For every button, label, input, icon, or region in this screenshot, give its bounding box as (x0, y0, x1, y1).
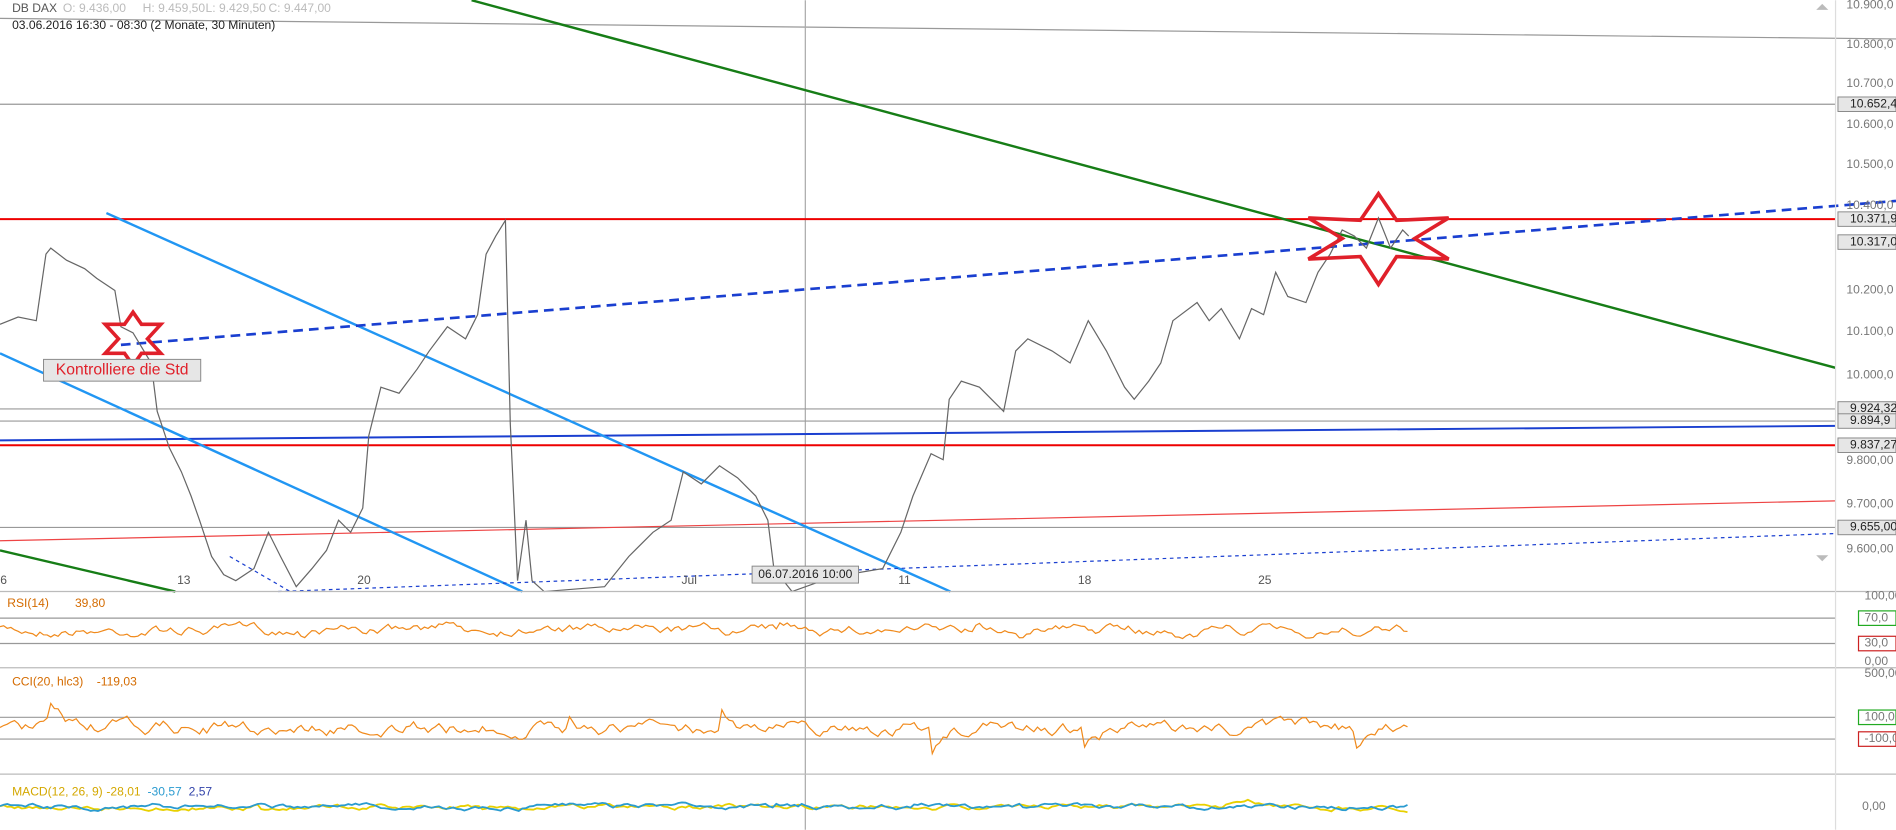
low: L: 9.429,50 (206, 1, 267, 15)
channel-line (0, 352, 523, 593)
rsi-axis-label: 100,00 (1865, 589, 1896, 603)
price-marker: 10.317,0 (1850, 234, 1896, 248)
channel-line (105, 211, 951, 593)
star-marker (1307, 190, 1450, 288)
level-box (1857, 635, 1896, 652)
rsi-axis-label: 0,00 (1865, 654, 1889, 668)
macd-label: MACD(12, 26, 9) (12, 784, 103, 798)
level-box (1857, 709, 1896, 726)
price-marker-box (1837, 413, 1896, 429)
high: H: 9.459,50 (143, 1, 206, 15)
trend-line (229, 555, 291, 593)
price-marker-box (1837, 437, 1896, 453)
price-marker-box (1837, 96, 1896, 112)
symbol: DB DAX (12, 1, 57, 15)
tooltip: 06.07.2016 10:00 (758, 567, 852, 581)
scroll-up[interactable] (1816, 3, 1829, 10)
price-axis-label: 10.700,0 (1846, 76, 1893, 90)
rsi-axis-label: 70,0 (1865, 610, 1889, 624)
rsi-label: RSI(14) (7, 596, 49, 610)
open: O: 9.436,00 (63, 1, 126, 15)
price-axis-label: 10.000,0 (1846, 367, 1893, 381)
trend-line (120, 199, 1896, 347)
price-axis-label: 10.600,0 (1846, 117, 1893, 131)
texts: DB DAX O: 9.436,00 H: 9.459,50 L: 9.429,… (7, 1, 1886, 813)
rsi-line (0, 621, 1408, 640)
x-axis-label: 18 (1078, 573, 1092, 587)
macd-hist: 2,57 (189, 784, 213, 798)
rsi-value: 39,80 (75, 596, 106, 610)
x-axis-label: 6 (0, 573, 7, 587)
trend-line (278, 532, 1836, 593)
price-axis-label: 10.100,0 (1846, 324, 1893, 338)
price-marker: 10.652,4 (1850, 96, 1896, 110)
price-marker: 9.837,27 (1850, 437, 1896, 451)
rsi-axis-label: 30,0 (1865, 636, 1889, 650)
price-marker: 9.655,00 (1850, 520, 1896, 534)
x-axis-label: 13 (177, 573, 191, 587)
tooltip-box (751, 565, 860, 584)
x-axis-label: 11 (898, 573, 911, 587)
macd-value: -28,01 (106, 784, 141, 798)
price-marker-box (1837, 234, 1896, 250)
x-axis-label: 20 (357, 573, 371, 587)
trend-line (0, 549, 176, 593)
price-axis-label: 9.600,00 (1846, 541, 1893, 555)
trend-line (0, 17, 1896, 40)
x-axis-label: Jul (682, 573, 697, 587)
price-axis-label: 9.700,00 (1846, 497, 1893, 511)
level-box (1857, 731, 1896, 747)
cci-value: -119,03 (97, 674, 137, 688)
price-axis-label: 10.500,0 (1846, 157, 1893, 171)
price-axis-label: 10.200,0 (1846, 283, 1893, 297)
price-axis-label: 10.400,0 (1846, 198, 1893, 212)
level-box (1857, 610, 1896, 627)
macd-signal-line (0, 801, 1408, 813)
trend-line (471, 0, 1836, 370)
annotation-box (43, 358, 202, 382)
cci-axis-label: -100,0 (1865, 731, 1896, 745)
macd-axis: 0,00 (1862, 799, 1886, 813)
cci-label: CCI(20, hlc3) (12, 674, 83, 688)
scroll-down[interactable] (1816, 555, 1829, 562)
star-marker (101, 309, 165, 369)
x-axis-label: 25 (1258, 573, 1272, 587)
price-marker: 9.924,32 (1850, 401, 1896, 415)
cci-axis-label: 100,0 (1865, 709, 1896, 723)
price-axis-label: 10.800,0 (1846, 37, 1893, 51)
close: C: 9.447,00 (268, 1, 331, 15)
price-marker: 10.371,9 (1850, 211, 1896, 225)
cci-axis-label: 500,00 (1865, 666, 1896, 680)
price-axis-label: 9.800,00 (1846, 453, 1893, 467)
trend-line (0, 424, 1836, 442)
macd-signal: -30,57 (148, 784, 183, 798)
price-marker-box (1837, 519, 1896, 536)
price-line (0, 216, 1410, 593)
range: 03.06.2016 16:30 - 08:30 (2 Monate, 30 M… (12, 18, 275, 32)
price-axis-label: 10.900,0 (1846, 0, 1893, 11)
cci-line (0, 701, 1408, 756)
annotation: Kontrolliere die Std (56, 361, 189, 378)
price-marker-box (1837, 211, 1896, 227)
trend-line (0, 500, 1836, 542)
price-marker: 9.894,9 (1850, 413, 1891, 427)
